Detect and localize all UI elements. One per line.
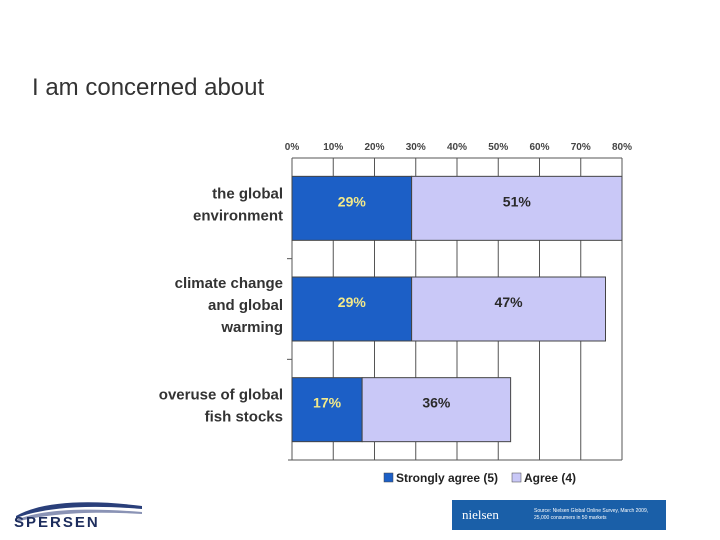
x-axis-ticks: 0% 10% 20% 30% 40% 50% 60% 70% 80% bbox=[285, 142, 632, 153]
legend-label: Agree (4) bbox=[524, 471, 576, 485]
category-label: climate change bbox=[175, 275, 283, 292]
bar-segment bbox=[291, 175, 413, 241]
data-label: 17% bbox=[313, 395, 342, 411]
legend: Strongly agree (5) Agree (4) bbox=[383, 471, 576, 485]
bar-segment bbox=[291, 276, 413, 342]
bar-segment bbox=[411, 175, 623, 241]
source-note: Source: Nielsen Global Online Survey, Ma… bbox=[534, 508, 649, 521]
category-label: the global bbox=[212, 185, 283, 202]
data-label: 29% bbox=[338, 193, 367, 209]
espersen-logo bbox=[16, 502, 142, 522]
logo-wordmark: SPERSEN bbox=[14, 514, 100, 531]
legend-label: Strongly agree (5) bbox=[396, 471, 498, 485]
category-label: warming bbox=[220, 319, 283, 336]
slide-title: I am concerned about bbox=[32, 74, 265, 101]
source-brand: nielsen bbox=[462, 507, 499, 522]
x-tick-label: 70% bbox=[571, 142, 591, 153]
data-label: 29% bbox=[338, 294, 367, 310]
x-tick-label: 40% bbox=[447, 142, 467, 153]
data-label: 36% bbox=[422, 395, 451, 411]
legend-swatch bbox=[511, 472, 522, 483]
category-labels: the global environment climate change and g… bbox=[159, 185, 283, 425]
legend-swatch bbox=[383, 472, 394, 483]
x-tick-label: 60% bbox=[529, 142, 549, 153]
x-tick-label: 50% bbox=[488, 142, 508, 153]
x-tick-label: 80% bbox=[612, 142, 632, 153]
bars: 29% 51% 29% 47% 17% 36% bbox=[291, 175, 623, 443]
x-tick-label: 30% bbox=[406, 142, 426, 153]
x-tick-label: 0% bbox=[285, 142, 300, 153]
category-label: overuse of global bbox=[159, 387, 283, 404]
bar-segment bbox=[291, 377, 363, 443]
data-label: 47% bbox=[495, 294, 524, 310]
stacked-bar-chart: 0% 10% 20% 30% 40% 50% 60% 70% 80% 29% 51% 29% 47% 1… bbox=[159, 142, 632, 485]
category-label: and global bbox=[208, 297, 283, 314]
category-label: fish stocks bbox=[205, 409, 283, 426]
category-label: environment bbox=[193, 207, 283, 224]
bar-segment bbox=[361, 377, 512, 443]
bar-segment bbox=[411, 276, 606, 342]
data-label: 51% bbox=[503, 193, 532, 209]
x-tick-label: 20% bbox=[364, 142, 384, 153]
source-badge: nielsen Source: Nielsen Global Online Su… bbox=[452, 500, 666, 530]
x-tick-label: 10% bbox=[323, 142, 343, 153]
